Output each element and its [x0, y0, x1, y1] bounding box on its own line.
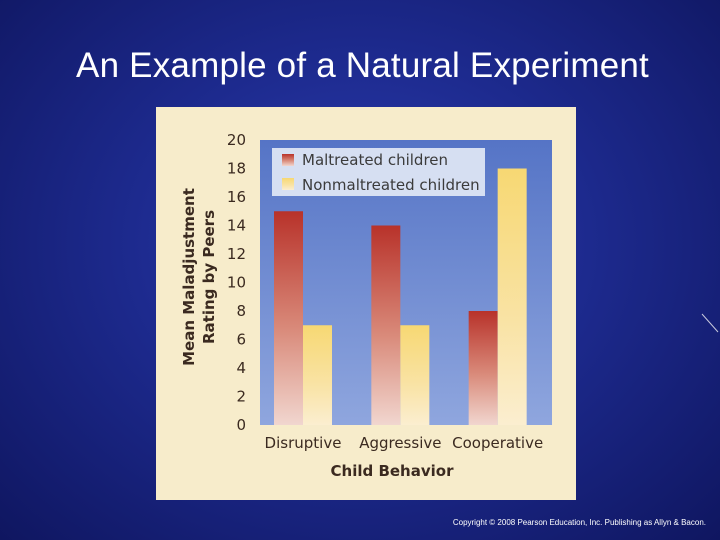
- copyright-notice: Copyright © 2008 Pearson Education, Inc.…: [452, 518, 706, 527]
- y-axis-label-line1: Mean Maladjustment: [180, 188, 198, 366]
- legend-label-maltreated: Maltreated children: [302, 151, 448, 169]
- y-tick-label: 14: [227, 217, 246, 235]
- x-axis-label: Child Behavior: [331, 462, 455, 480]
- y-tick-label: 2: [236, 388, 246, 406]
- y-axis-ticks: 0 2 4 6 8 10 12 14 16 18 20: [227, 131, 246, 434]
- y-tick-label: 4: [236, 359, 246, 377]
- legend-box: [272, 148, 485, 196]
- bars: [274, 168, 527, 425]
- slide-title: An Example of a Natural Experiment: [76, 46, 649, 85]
- y-tick-label: 20: [227, 131, 246, 149]
- bar-maltreated-aggressive: [371, 225, 401, 425]
- bar-nonmaltreated-cooperative: [497, 168, 527, 425]
- y-tick-label: 10: [227, 274, 246, 292]
- y-tick-label: 12: [227, 245, 246, 263]
- bar-nonmaltreated-disruptive: [303, 325, 332, 425]
- legend-swatch-nonmaltreated: [282, 178, 294, 190]
- y-tick-label: 0: [236, 416, 246, 434]
- x-axis-ticks: Disruptive Aggressive Cooperative: [265, 434, 544, 452]
- y-axis-label-line2: Rating by Peers: [200, 210, 218, 344]
- y-tick-label: 16: [227, 188, 246, 206]
- y-tick-label: 18: [227, 160, 246, 178]
- chart-panel: 0 2 4 6 8 10 12 14 16 18 20 Disruptive Aggressive Co…: [156, 107, 576, 500]
- x-tick-label: Cooperative: [452, 434, 543, 452]
- bar-maltreated-cooperative: [468, 311, 498, 425]
- legend-label-nonmaltreated: Nonmaltreated children: [302, 176, 480, 194]
- bar-chart: 0 2 4 6 8 10 12 14 16 18 20 Disruptive Aggressive Co…: [180, 131, 552, 480]
- legend: Maltreated children Nonmaltreated childr…: [272, 148, 485, 196]
- decorative-line: [701, 313, 719, 333]
- y-tick-label: 6: [236, 331, 246, 349]
- x-tick-label: Disruptive: [265, 434, 342, 452]
- bar-maltreated-disruptive: [274, 211, 303, 425]
- y-tick-label: 8: [236, 302, 246, 320]
- x-tick-label: Aggressive: [359, 434, 441, 452]
- legend-swatch-maltreated: [282, 154, 294, 166]
- bar-nonmaltreated-aggressive: [400, 325, 430, 425]
